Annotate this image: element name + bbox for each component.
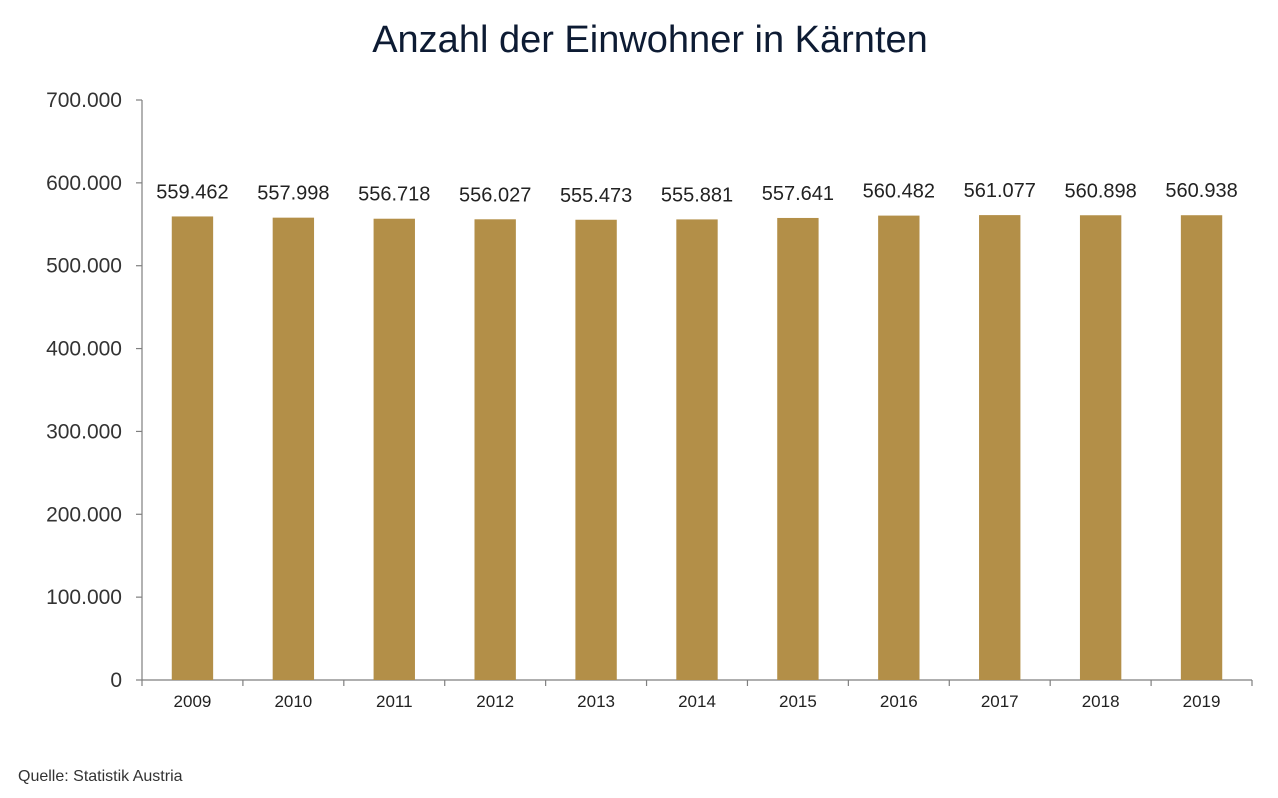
data-label-2013: 555.473 xyxy=(560,185,632,207)
bar-2015 xyxy=(777,217,819,681)
data-label-2014: 555.881 xyxy=(661,184,733,206)
bar-2019 xyxy=(1180,215,1223,681)
x-tick-label: 2017 xyxy=(981,692,1019,711)
x-tick-label: 2011 xyxy=(376,692,413,711)
y-tick-label: 500.000 xyxy=(46,255,122,278)
y-tick-label: 200.000 xyxy=(46,503,122,526)
bar-2009 xyxy=(171,216,214,680)
bar-2016 xyxy=(878,215,920,680)
x-tick-label: 2016 xyxy=(880,692,918,711)
data-label-2017: 561.077 xyxy=(964,180,1036,202)
x-tick-label: 2013 xyxy=(577,692,615,711)
source-note: Quelle: Statistik Austria xyxy=(18,768,183,785)
data-label-2010: 557.998 xyxy=(257,183,329,205)
y-tick-label: 400.000 xyxy=(46,338,122,361)
data-labels: 559.462 557.998 556.718 556.027 555.473 555.8… xyxy=(156,180,1237,207)
data-label-2016: 560.482 xyxy=(863,181,935,203)
bar-2010 xyxy=(272,217,315,680)
y-axis: 0 100.000 200.000 300.000 400.000 500.000 600.… xyxy=(46,89,143,692)
x-tick-label: 2018 xyxy=(1082,692,1120,711)
x-tick-label: 2009 xyxy=(174,692,212,711)
bar-2013 xyxy=(575,219,617,680)
y-tick-label: 600.000 xyxy=(46,172,122,195)
bar-2011 xyxy=(373,218,415,681)
bar-2018 xyxy=(1079,215,1122,681)
x-tick-label: 2014 xyxy=(678,692,716,711)
y-tick-label: 700.000 xyxy=(46,89,122,112)
x-tick-label: 2019 xyxy=(1183,692,1221,711)
data-label-2018: 560.898 xyxy=(1064,180,1136,202)
x-tick-label: 2010 xyxy=(274,692,312,711)
bar-2014 xyxy=(676,219,718,680)
data-label-2019: 560.938 xyxy=(1165,180,1237,202)
bar-2012 xyxy=(474,219,516,680)
chart-title: Anzahl der Einwohner in Kärnten xyxy=(372,19,928,61)
bar-2017 xyxy=(979,215,1021,680)
x-tick-label: 2015 xyxy=(779,692,817,711)
data-label-2012: 556.027 xyxy=(459,184,531,206)
data-label-2011: 556.718 xyxy=(358,184,430,206)
y-tick-label: 100.000 xyxy=(46,586,122,609)
y-tick-label: 300.000 xyxy=(46,420,122,443)
bars xyxy=(171,215,1223,681)
data-label-2009: 559.462 xyxy=(156,181,228,203)
x-axis: 2009 2010 2011 2012 2013 2014 2015 2016 2017 2018… xyxy=(141,679,1253,711)
y-tick-label: 0 xyxy=(110,669,122,692)
x-tick-label: 2012 xyxy=(476,692,514,711)
data-label-2015: 557.641 xyxy=(762,183,834,205)
